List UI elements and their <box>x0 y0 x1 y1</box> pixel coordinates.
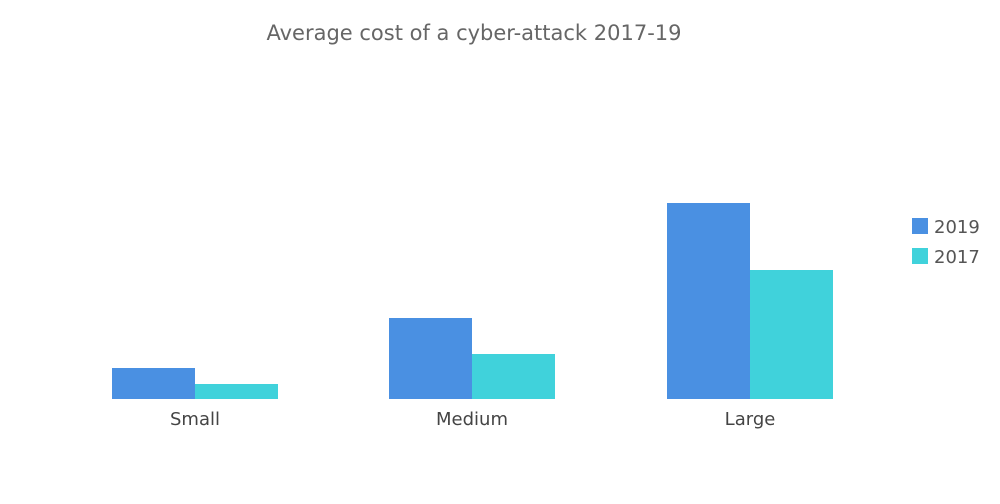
bar-small-2019 <box>112 368 195 399</box>
bar-small-2017 <box>195 384 278 399</box>
legend-label-2019: 2019 <box>934 217 980 238</box>
x-tick-label: Medium <box>436 409 508 430</box>
x-tick-label: Large <box>725 409 776 430</box>
x-axis-ticks: Small Medium Large <box>170 409 775 430</box>
bar-large-2019 <box>667 203 750 399</box>
x-tick-label: Small <box>170 409 220 430</box>
plot-area <box>112 203 833 399</box>
bar-large-2017 <box>750 270 833 399</box>
legend: 2019 2017 <box>912 217 980 268</box>
legend-swatch-2019 <box>912 218 928 234</box>
legend-label-2017: 2017 <box>934 247 980 268</box>
chart-title: Average cost of a cyber-attack 2017-19 <box>266 21 681 45</box>
legend-swatch-2017 <box>912 248 928 264</box>
bar-medium-2019 <box>389 318 472 399</box>
bar-medium-2017 <box>472 354 555 399</box>
